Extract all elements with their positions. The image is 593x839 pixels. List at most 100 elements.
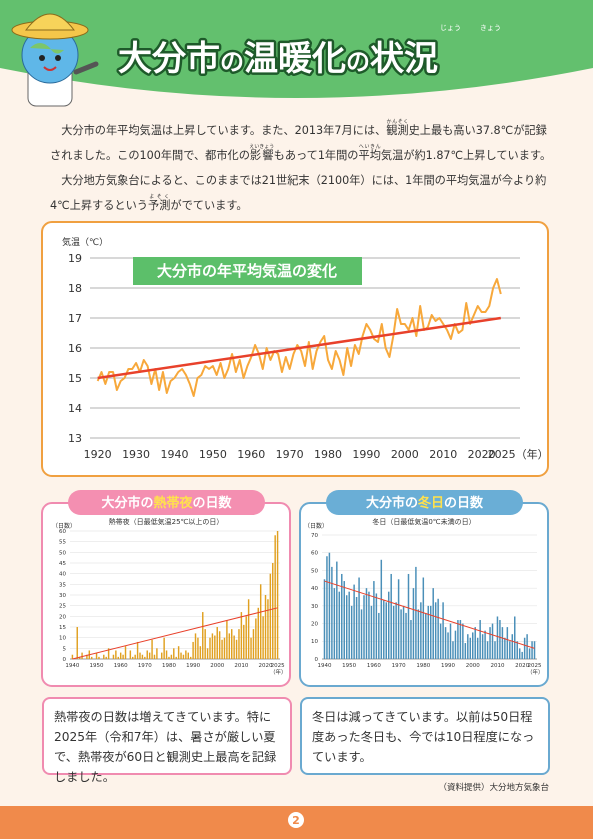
bar bbox=[180, 652, 182, 659]
bar bbox=[506, 627, 509, 659]
title-part: 熱帯夜 bbox=[153, 495, 193, 511]
y-tick-label: 50 bbox=[311, 568, 318, 574]
bar bbox=[452, 641, 454, 659]
y-tick-label: 45 bbox=[59, 561, 66, 567]
x-tick-label: 2010 bbox=[234, 663, 248, 669]
y-tick-label: 70 bbox=[311, 533, 318, 539]
bar bbox=[226, 620, 228, 659]
title-ruby: きょう bbox=[480, 24, 501, 32]
bar bbox=[185, 650, 187, 659]
y-tick-label: 25 bbox=[59, 604, 66, 610]
x-tick-label: 1990 bbox=[441, 663, 455, 669]
bar bbox=[86, 654, 88, 659]
title-part: 温暖化 bbox=[244, 39, 346, 79]
page-title: 大分市の温暖化の状況 bbox=[118, 39, 438, 79]
bar bbox=[472, 632, 474, 659]
bar bbox=[360, 609, 363, 659]
bar bbox=[91, 656, 93, 659]
bar bbox=[274, 535, 276, 659]
bar bbox=[144, 656, 146, 659]
bar bbox=[392, 605, 395, 659]
bar bbox=[350, 605, 353, 659]
bar bbox=[238, 629, 240, 659]
header-band bbox=[0, 0, 593, 98]
bar bbox=[326, 556, 328, 659]
bar bbox=[136, 641, 139, 659]
bar bbox=[328, 552, 331, 659]
ruby-word: 予測よそく bbox=[148, 194, 171, 212]
bar bbox=[390, 573, 392, 659]
bar bbox=[223, 637, 226, 659]
bar bbox=[267, 599, 269, 659]
bar bbox=[432, 588, 434, 659]
bar bbox=[343, 581, 345, 659]
text-run: 大分地方気象台によると、このままでは21世紀末（2100年）には、1年間の平均気… bbox=[50, 174, 547, 212]
bar bbox=[170, 654, 173, 659]
bar bbox=[531, 641, 533, 659]
bar bbox=[429, 605, 432, 659]
x-tick-label: 2020 bbox=[468, 448, 496, 461]
bar bbox=[373, 581, 375, 659]
bar bbox=[141, 654, 144, 659]
bar bbox=[103, 654, 105, 659]
ruby-base: 平均 bbox=[358, 149, 381, 162]
note: 冬日は減ってきています。以前は50日程度あった冬日も、今では10日程度になってい… bbox=[300, 697, 550, 775]
bar bbox=[214, 635, 216, 659]
bar bbox=[163, 637, 165, 659]
y-tick-label: 17 bbox=[68, 312, 82, 325]
bar bbox=[476, 637, 479, 659]
axis-label: （年） bbox=[270, 668, 287, 676]
bar bbox=[233, 635, 235, 659]
axis-label: （日数） bbox=[52, 522, 76, 530]
bar bbox=[383, 600, 385, 659]
bar bbox=[156, 648, 158, 659]
bar bbox=[161, 652, 163, 659]
bar bbox=[397, 579, 400, 659]
y-tick-label: 19 bbox=[68, 252, 82, 265]
ruby-base: 予測 bbox=[148, 199, 171, 212]
y-tick-label: 13 bbox=[68, 432, 82, 445]
bar bbox=[501, 627, 504, 659]
bar bbox=[341, 573, 343, 659]
page-number: 2 bbox=[292, 814, 300, 827]
bar bbox=[243, 624, 245, 659]
x-tick-label: 1980 bbox=[162, 663, 176, 669]
bar bbox=[333, 588, 336, 659]
paragraph: 大分地方気象台によると、このままでは21世紀末（2100年）には、1年間の平均気… bbox=[50, 168, 556, 218]
y-tick-label: 50 bbox=[59, 550, 66, 556]
chart-title: 大分市の冬日の日数 bbox=[366, 495, 484, 511]
bar bbox=[499, 620, 501, 659]
bar bbox=[459, 620, 462, 659]
x-tick-label: 1960 bbox=[237, 448, 265, 461]
x-tick-label: 2025 bbox=[271, 663, 285, 669]
page-number-badge bbox=[288, 812, 304, 828]
bar bbox=[447, 632, 449, 659]
title-part: 状況 bbox=[370, 39, 438, 79]
bar bbox=[197, 637, 199, 659]
bar bbox=[481, 634, 484, 659]
ruby-word: 影響えいきょう bbox=[249, 144, 274, 162]
bar bbox=[365, 588, 368, 659]
bar bbox=[437, 598, 439, 659]
x-tick-label: 1990 bbox=[186, 663, 200, 669]
bar bbox=[199, 646, 202, 659]
x-tick-label: 1960 bbox=[114, 663, 128, 669]
text-run: がでています。 bbox=[170, 199, 248, 212]
bar bbox=[119, 652, 122, 659]
bar bbox=[454, 630, 457, 659]
bar bbox=[276, 531, 279, 659]
y-tick-label: 0 bbox=[315, 657, 319, 663]
bar bbox=[518, 648, 521, 659]
bar bbox=[439, 623, 442, 659]
ruby-base: 観測 bbox=[386, 124, 409, 137]
bar bbox=[189, 656, 192, 659]
mascot-land bbox=[30, 43, 64, 54]
x-tick-label: 1980 bbox=[314, 448, 342, 461]
bar bbox=[173, 648, 175, 659]
chart-subtitle: 冬日（日最低気温0℃未満の日） bbox=[372, 517, 475, 526]
x-tick-label: 1980 bbox=[416, 663, 430, 669]
y-tick-label: 15 bbox=[68, 372, 82, 385]
bar bbox=[182, 654, 185, 659]
bar bbox=[107, 648, 110, 659]
